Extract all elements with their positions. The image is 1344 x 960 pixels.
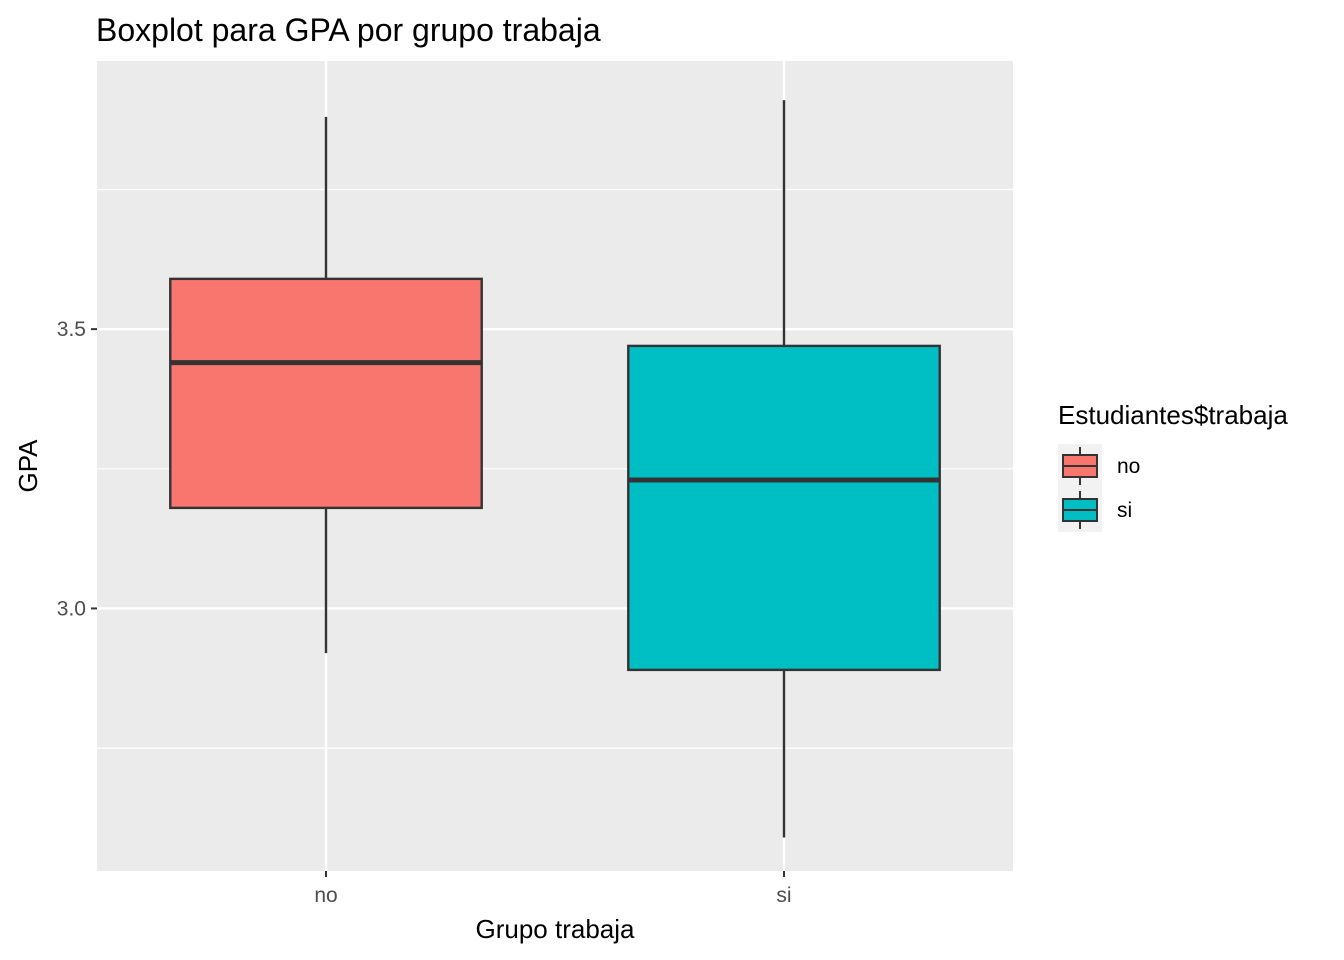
x-tick-label: no <box>314 884 337 907</box>
legend-title: Estudiantes$trabaja <box>1058 400 1288 430</box>
legend-keys: no si <box>1058 444 1140 532</box>
iqr-box <box>169 277 483 510</box>
legend-label: si <box>1117 499 1132 522</box>
axes: 3.0 3.5 no si <box>57 318 792 907</box>
y-axis-title: GPA <box>13 439 43 493</box>
iqr-box <box>627 344 941 672</box>
y-tick-label: 3.0 <box>57 597 86 620</box>
boxes <box>169 100 941 838</box>
box-no <box>169 116 483 654</box>
x-axis-title: Grupo trabaja <box>476 914 636 944</box>
legend: Estudiantes$trabaja no si <box>1058 400 1288 532</box>
legend-label: no <box>1117 455 1140 478</box>
legend-key-si: si <box>1058 488 1132 532</box>
legend-key-no: no <box>1058 444 1140 488</box>
y-tick-label: 3.5 <box>57 318 86 341</box>
x-tick-label: si <box>776 884 791 907</box>
box-si <box>627 100 941 838</box>
chart-title: Boxplot para GPA por grupo trabaja <box>96 12 601 48</box>
